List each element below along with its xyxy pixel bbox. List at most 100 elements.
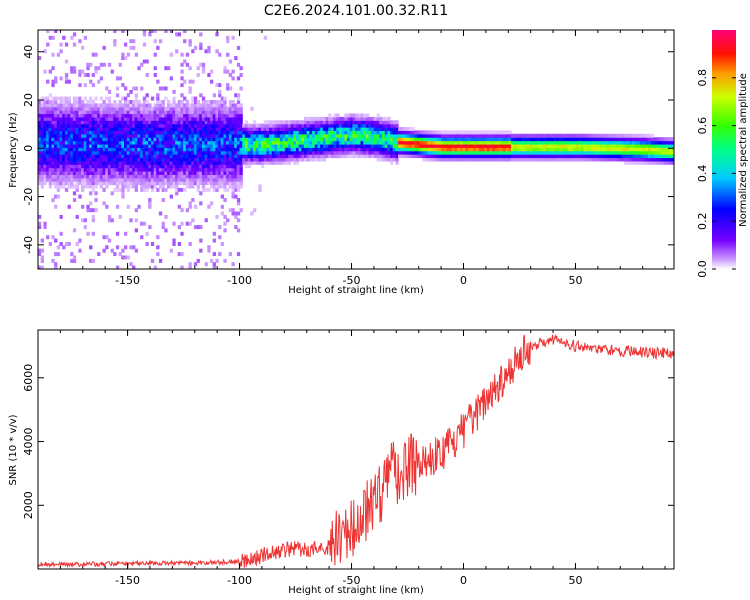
heatmap-cell bbox=[115, 127, 120, 131]
heatmap-cell bbox=[239, 86, 243, 91]
heatmap-cell bbox=[59, 133, 63, 138]
heatmap-cell bbox=[226, 137, 230, 142]
heatmap-cell bbox=[81, 174, 85, 179]
heatmap-cell bbox=[150, 147, 155, 152]
heatmap-cell bbox=[586, 154, 590, 159]
heatmap-cell bbox=[228, 164, 233, 169]
heatmap-cell bbox=[169, 116, 173, 121]
heatmap-cell bbox=[193, 147, 198, 152]
heatmap-cell bbox=[234, 103, 238, 108]
heatmap-cell bbox=[134, 208, 138, 213]
heatmap-cell bbox=[215, 174, 219, 179]
heatmap-cell bbox=[81, 147, 85, 152]
heatmap-cell bbox=[142, 164, 147, 169]
heatmap-cell bbox=[169, 143, 173, 148]
heatmap-cell bbox=[212, 100, 216, 104]
heatmap-cell bbox=[559, 137, 563, 142]
heatmap-cell bbox=[306, 157, 310, 162]
heatmap-cell bbox=[86, 157, 90, 162]
heatmap-cell bbox=[387, 147, 391, 152]
heatmap-cell bbox=[204, 133, 208, 138]
heatmap-cell bbox=[250, 150, 254, 155]
heatmap-cell bbox=[578, 154, 582, 159]
heatmap-cell bbox=[586, 147, 590, 152]
heatmap-cell bbox=[481, 157, 485, 162]
heatmap-cell bbox=[236, 133, 241, 138]
heatmap-cell bbox=[126, 106, 130, 111]
heatmap-cell bbox=[212, 120, 216, 125]
heatmap-cell bbox=[59, 174, 63, 179]
heatmap-cell bbox=[414, 147, 418, 152]
heatmap-cell bbox=[333, 143, 337, 148]
heatmap-cell bbox=[124, 86, 128, 91]
heatmap-cell bbox=[59, 120, 63, 125]
heatmap-cell bbox=[341, 123, 345, 128]
heatmap-cell bbox=[38, 157, 42, 162]
heatmap-cell bbox=[46, 171, 50, 175]
heatmap-cell bbox=[110, 248, 114, 253]
heatmap-cell bbox=[516, 157, 520, 162]
heatmap-cell bbox=[72, 157, 77, 162]
heatmap-cell bbox=[572, 157, 577, 162]
heatmap-cell bbox=[220, 140, 224, 145]
heatmap-cell bbox=[231, 127, 235, 131]
heatmap-cell bbox=[81, 218, 85, 223]
heatmap-cell bbox=[183, 154, 187, 159]
heatmap-cell bbox=[269, 154, 273, 159]
heatmap-cell bbox=[392, 120, 396, 125]
heatmap-cell bbox=[167, 123, 171, 128]
heatmap-cell bbox=[64, 137, 69, 142]
heatmap-cell bbox=[91, 184, 95, 189]
heatmap-cell bbox=[371, 137, 375, 142]
heatmap-cell bbox=[236, 157, 241, 162]
heatmap-cell bbox=[81, 127, 85, 131]
heatmap-cell bbox=[330, 143, 335, 148]
heatmap-cell bbox=[196, 127, 200, 131]
heatmap-cell bbox=[325, 127, 329, 131]
heatmap-cell bbox=[78, 69, 82, 74]
heatmap-cell bbox=[140, 103, 144, 108]
heatmap-cell bbox=[150, 164, 155, 169]
heatmap-cell bbox=[67, 123, 71, 128]
heatmap-cell bbox=[107, 103, 112, 108]
heatmap-cell bbox=[223, 110, 227, 115]
heatmap-cell bbox=[43, 110, 47, 115]
heatmap-cell bbox=[78, 174, 82, 179]
heatmap-cell bbox=[134, 133, 138, 138]
heatmap-cell bbox=[132, 130, 136, 135]
heatmap-cell bbox=[527, 154, 531, 159]
heatmap-cell bbox=[83, 35, 87, 40]
heatmap-cell bbox=[457, 157, 461, 162]
heatmap-cell bbox=[137, 167, 141, 172]
heatmap-cell bbox=[134, 137, 138, 142]
heatmap-cell bbox=[107, 160, 112, 165]
heatmap-cell bbox=[653, 150, 657, 155]
heatmap-cell bbox=[637, 143, 641, 148]
heatmap-cell bbox=[376, 130, 380, 135]
heatmap-cell bbox=[156, 96, 160, 101]
heatmap-cell bbox=[54, 184, 58, 189]
heatmap-cell bbox=[411, 133, 415, 138]
heatmap-cell bbox=[191, 116, 195, 121]
heatmap-cell bbox=[511, 154, 515, 159]
heatmap-cell bbox=[333, 113, 337, 118]
heatmap-cell bbox=[46, 103, 50, 108]
heatmap-cell bbox=[360, 154, 364, 159]
heatmap-cell bbox=[414, 150, 418, 155]
heatmap-cell bbox=[269, 137, 273, 142]
heatmap-cell bbox=[150, 258, 155, 263]
heatmap-cell bbox=[212, 160, 216, 165]
heatmap-cell bbox=[59, 167, 63, 172]
heatmap-cell bbox=[118, 100, 122, 104]
heatmap-cell bbox=[91, 83, 95, 88]
heatmap-cell bbox=[430, 154, 434, 159]
heatmap-cell bbox=[89, 154, 93, 159]
heatmap-cell bbox=[261, 137, 265, 142]
heatmap-cell bbox=[234, 184, 238, 189]
heatmap-cell bbox=[285, 123, 289, 128]
heatmap-cell bbox=[180, 150, 184, 155]
heatmap-cell bbox=[64, 123, 69, 128]
heatmap-cell bbox=[105, 143, 109, 148]
heatmap-cell bbox=[180, 187, 184, 192]
heatmap-cell bbox=[107, 133, 112, 138]
